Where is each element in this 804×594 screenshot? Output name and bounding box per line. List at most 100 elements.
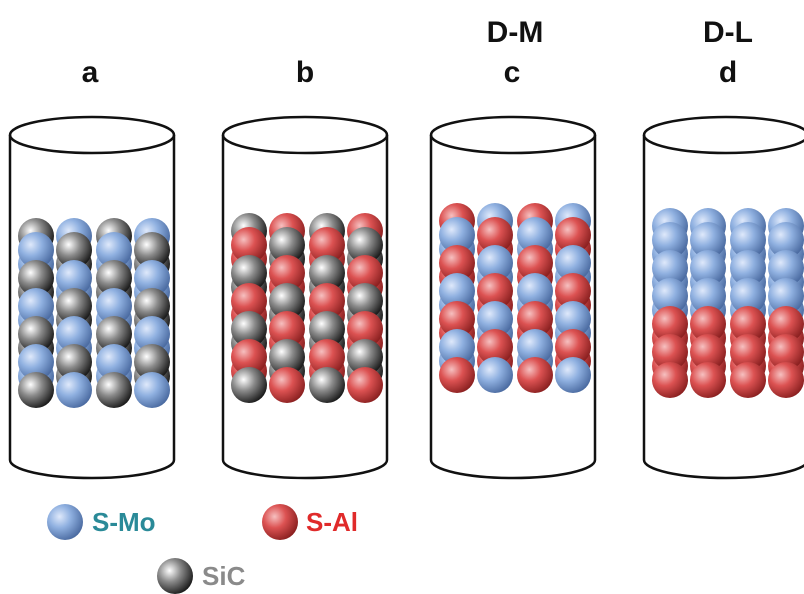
sphere xyxy=(231,283,267,319)
sphere xyxy=(690,222,726,258)
cylinder-top xyxy=(221,115,389,155)
sphere xyxy=(517,357,553,393)
sphere xyxy=(730,306,766,342)
sphere xyxy=(269,367,305,403)
sphere xyxy=(96,372,132,408)
cylinders xyxy=(8,115,804,480)
sphere xyxy=(555,245,591,281)
sphere xyxy=(768,278,804,314)
sphere xyxy=(690,334,726,370)
sphere xyxy=(768,250,804,286)
sphere xyxy=(96,260,132,296)
sphere xyxy=(56,232,92,268)
sphere xyxy=(439,245,475,281)
sphere xyxy=(347,311,383,347)
sphere xyxy=(231,227,267,263)
sphere xyxy=(439,357,475,393)
sphere xyxy=(56,316,92,352)
sphere xyxy=(134,372,170,408)
sphere xyxy=(517,245,553,281)
sphere xyxy=(96,288,132,324)
sphere xyxy=(652,306,688,342)
sphere xyxy=(96,316,132,352)
legend-swatch xyxy=(262,504,298,540)
sphere xyxy=(18,232,54,268)
cylinder-top xyxy=(429,115,597,155)
sphere xyxy=(477,245,513,281)
sphere xyxy=(134,260,170,296)
sphere xyxy=(56,260,92,296)
sphere xyxy=(309,283,345,319)
sphere xyxy=(439,273,475,309)
sphere xyxy=(231,311,267,347)
sphere xyxy=(56,344,92,380)
sphere xyxy=(309,367,345,403)
panel-label: b xyxy=(296,56,314,89)
sphere xyxy=(477,329,513,365)
sphere xyxy=(652,278,688,314)
sphere xyxy=(56,372,92,408)
group-label: D-M xyxy=(487,16,544,49)
sphere xyxy=(134,344,170,380)
sphere xyxy=(309,311,345,347)
sphere xyxy=(555,329,591,365)
sphere xyxy=(18,288,54,324)
sphere xyxy=(477,301,513,337)
panel-label: d xyxy=(719,56,737,89)
cylinder-body xyxy=(221,135,389,480)
sphere xyxy=(56,288,92,324)
group-label: D-L xyxy=(703,16,753,49)
sphere xyxy=(439,217,475,253)
sphere xyxy=(730,334,766,370)
legend-swatch xyxy=(47,504,83,540)
sphere xyxy=(347,283,383,319)
sphere xyxy=(517,217,553,253)
sphere xyxy=(690,250,726,286)
sphere xyxy=(269,255,305,291)
sphere xyxy=(269,227,305,263)
sphere xyxy=(768,306,804,342)
sphere xyxy=(18,260,54,296)
sphere xyxy=(231,339,267,375)
sphere xyxy=(18,372,54,408)
sphere xyxy=(690,306,726,342)
sphere xyxy=(517,273,553,309)
sphere xyxy=(652,222,688,258)
cylinder-body xyxy=(8,135,176,480)
sphere xyxy=(768,362,804,398)
sphere xyxy=(439,301,475,337)
sphere xyxy=(134,316,170,352)
sphere xyxy=(347,227,383,263)
sphere xyxy=(347,339,383,375)
sphere xyxy=(96,232,132,268)
cylinder-body xyxy=(429,135,597,480)
cylinder-top xyxy=(8,115,176,155)
sphere xyxy=(347,367,383,403)
sphere xyxy=(477,357,513,393)
sphere xyxy=(730,278,766,314)
sphere xyxy=(269,311,305,347)
panel-label: c xyxy=(504,56,521,89)
sphere xyxy=(477,217,513,253)
sphere xyxy=(134,232,170,268)
sphere xyxy=(347,255,383,291)
sphere xyxy=(439,329,475,365)
sphere xyxy=(134,288,170,324)
sphere xyxy=(18,344,54,380)
sphere xyxy=(517,329,553,365)
sphere xyxy=(555,273,591,309)
legend-label: S-Mo xyxy=(92,507,156,537)
legend-label: S-Al xyxy=(306,507,358,537)
sphere xyxy=(652,362,688,398)
sphere xyxy=(652,334,688,370)
sphere xyxy=(96,344,132,380)
sphere xyxy=(517,301,553,337)
sphere xyxy=(477,273,513,309)
sphere xyxy=(555,217,591,253)
sphere xyxy=(555,301,591,337)
sphere xyxy=(730,362,766,398)
sphere xyxy=(690,362,726,398)
sphere xyxy=(269,283,305,319)
